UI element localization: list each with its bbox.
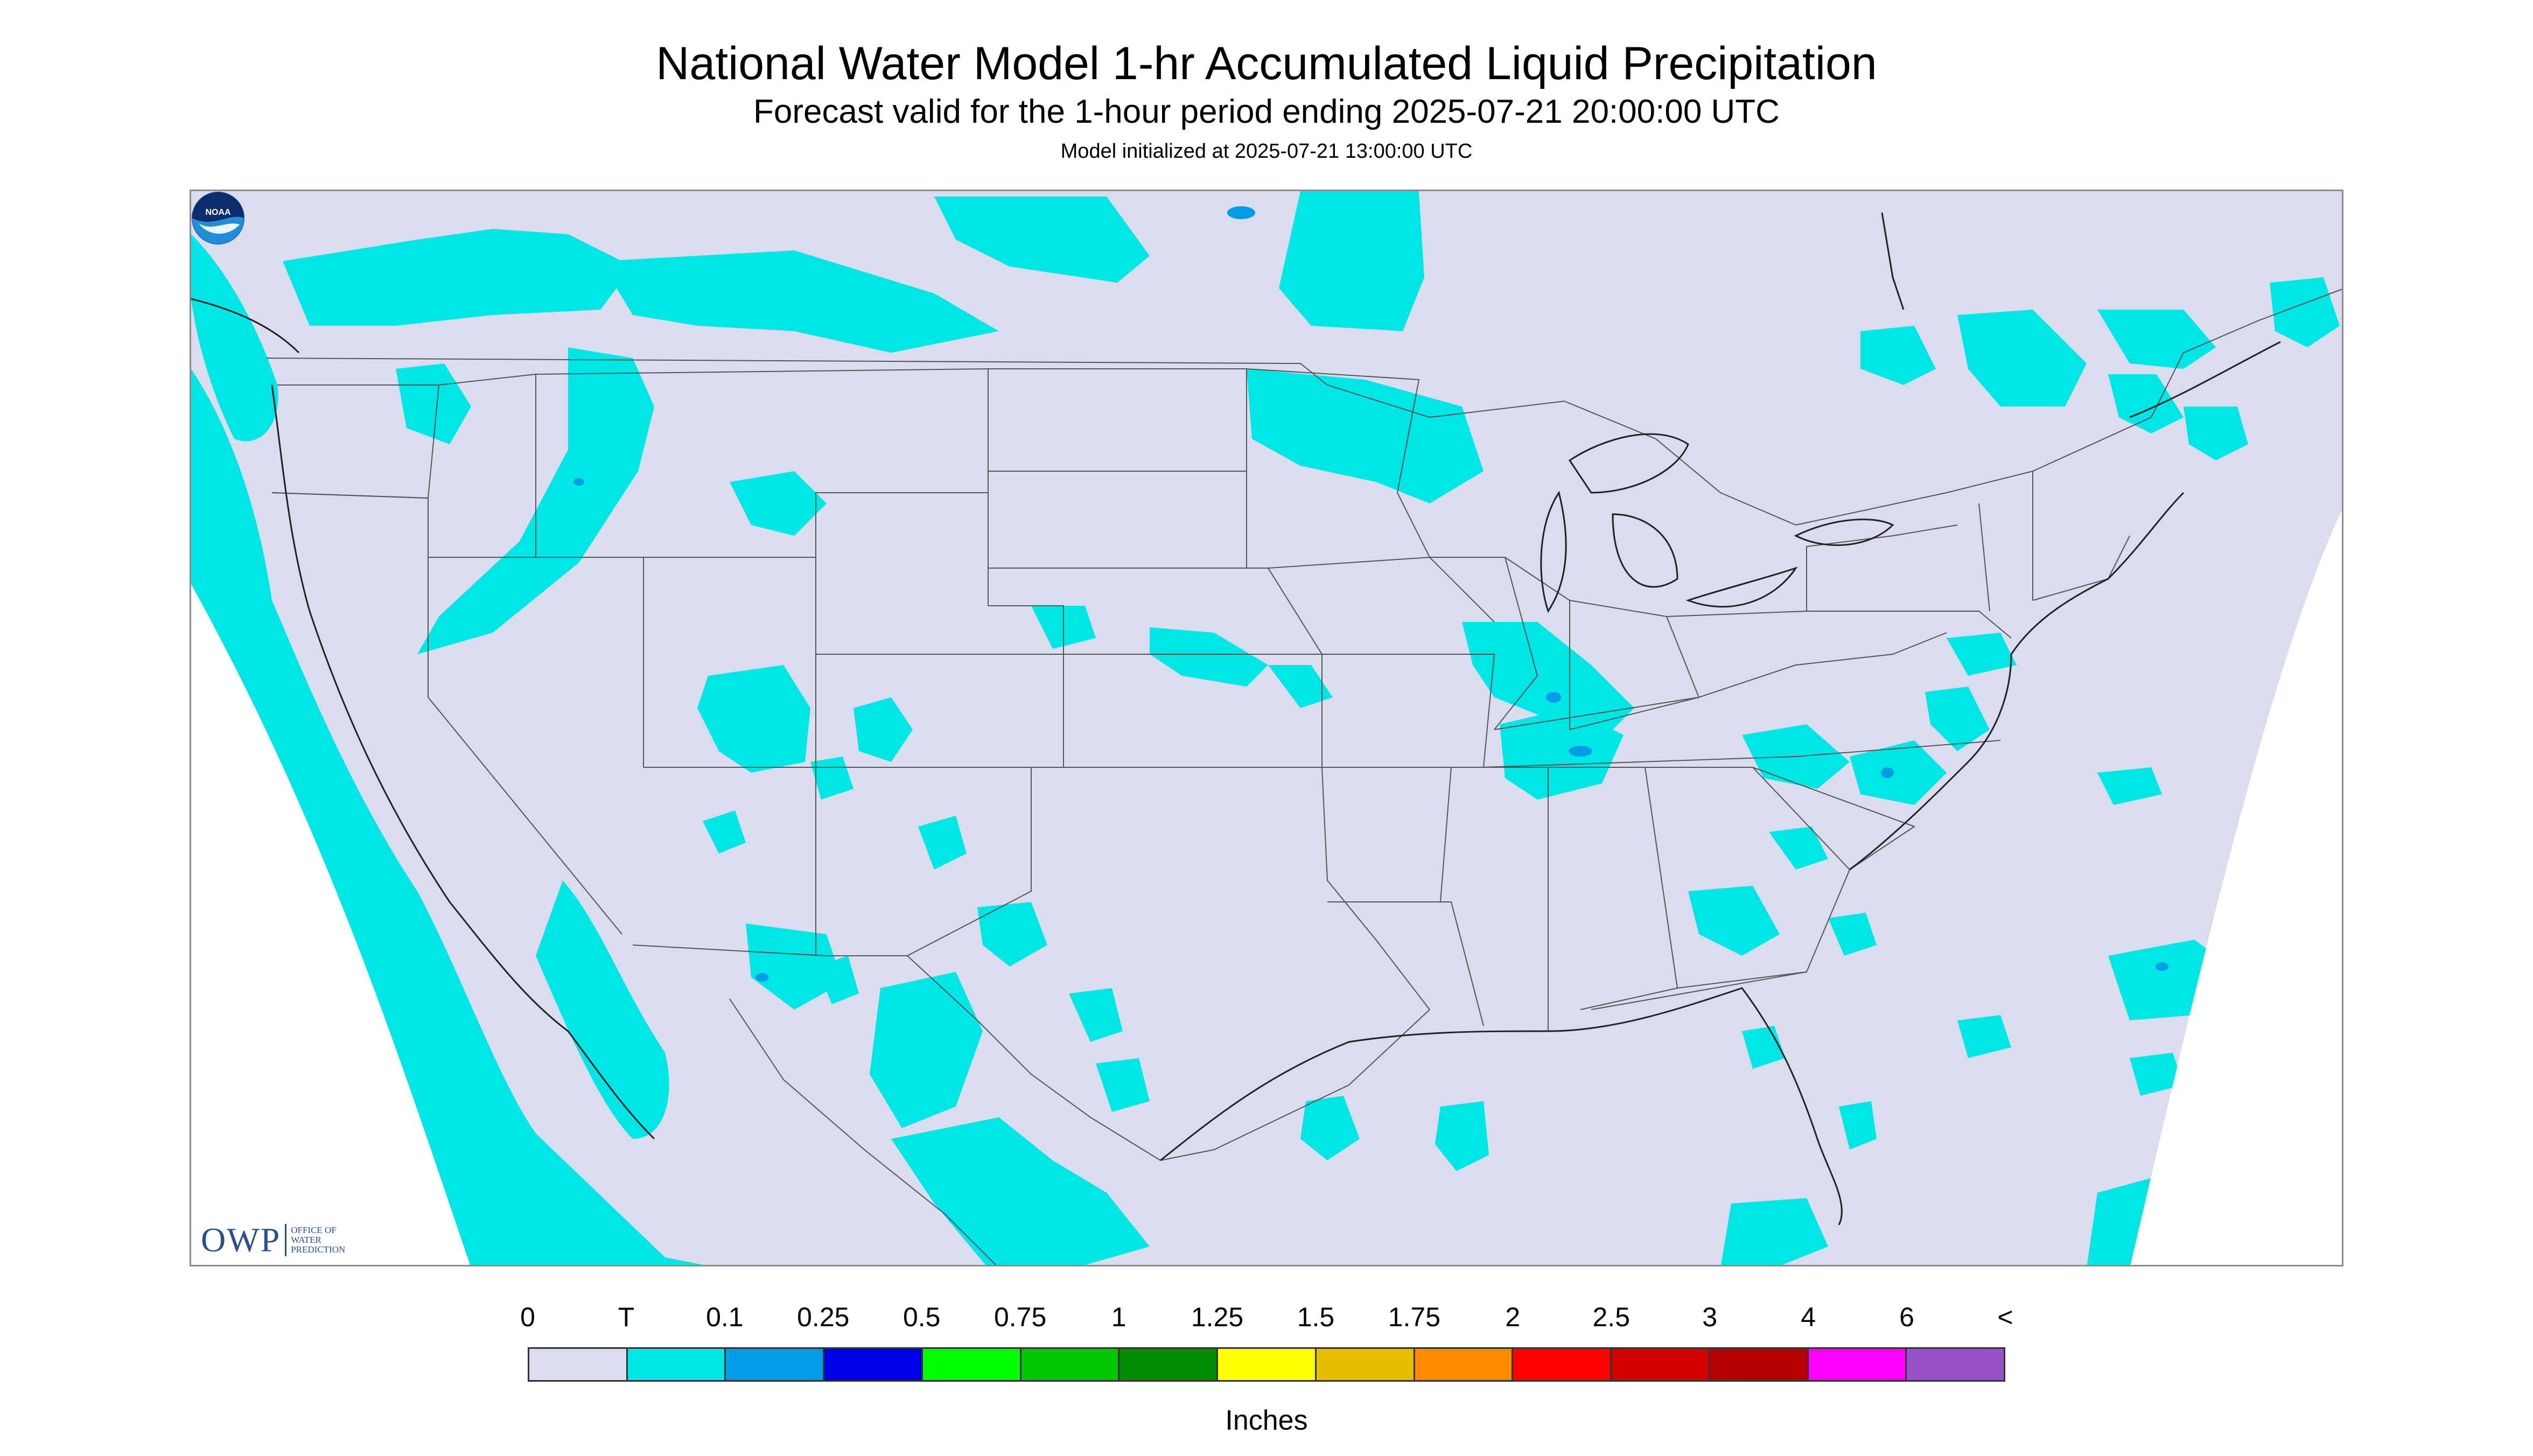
legend-tick-label: 6 <box>1899 1302 1914 1332</box>
owp-logo: OWP Office of Water Prediction <box>201 1223 366 1257</box>
precip-legend: 0 T 0.1 0.25 0.5 0.75 1 1.25 1.5 1.75 2 2.5 3 4 6 < Inc… <box>520 1301 2013 1456</box>
legend-tick-label: 4 <box>1801 1302 1816 1332</box>
legend-tick-label: < <box>1997 1302 2013 1332</box>
legend-swatch <box>824 1349 923 1380</box>
legend-tick-label: 2 <box>1505 1302 1521 1332</box>
legend-swatch <box>1513 1349 1612 1380</box>
legend-tick-label: 1.5 <box>1297 1302 1335 1332</box>
precip-light-blue-areas <box>573 206 2168 982</box>
noaa-logo-icon: NOAA <box>192 192 244 244</box>
owp-logo-text: Office of Water Prediction <box>291 1225 346 1255</box>
legend-tick-label: 1 <box>1111 1302 1126 1332</box>
noaa-logo-text: NOAA <box>205 208 231 217</box>
legend-swatch <box>529 1349 628 1380</box>
coastlines-great-lakes <box>191 212 2281 1226</box>
precip-trace-areas <box>191 191 2340 1265</box>
map-title: National Water Model 1-hr Accumulated Li… <box>656 38 1877 89</box>
owp-logo-separator <box>285 1224 287 1256</box>
legend-swatch <box>1808 1349 1907 1380</box>
legend-tick-label: 2.5 <box>1592 1302 1631 1332</box>
legend-tick-label: T <box>618 1302 635 1332</box>
legend-tick-label: 0.25 <box>797 1302 850 1332</box>
map-canvas <box>191 191 2342 1265</box>
precipitation-map: OWP Office of Water Prediction NOAA <box>190 190 2343 1266</box>
legend-tick-label: 0.5 <box>902 1302 941 1332</box>
legend-tick-label: 1.75 <box>1388 1302 1441 1332</box>
legend-swatch <box>922 1349 1021 1380</box>
map-subtitle: Forecast valid for the 1-hour period end… <box>753 93 1780 130</box>
legend-tick-label: 1.25 <box>1191 1302 1244 1332</box>
legend-colorbar <box>528 1347 2005 1382</box>
legend-tick-label: 0.1 <box>706 1302 744 1332</box>
legend-swatch <box>1612 1349 1710 1380</box>
legend-swatch <box>1907 1349 2004 1380</box>
legend-tick-label: 0.75 <box>993 1302 1047 1332</box>
legend-swatch <box>1415 1349 1514 1380</box>
legend-swatch <box>1119 1349 1219 1380</box>
legend-swatch <box>627 1349 726 1380</box>
model-init-time: Model initialized at 2025-07-21 13:00:00… <box>1060 140 1473 163</box>
legend-swatch <box>1316 1349 1415 1380</box>
model-domain <box>191 191 2342 1265</box>
legend-swatch <box>1021 1349 1120 1380</box>
legend-swatch <box>1710 1349 1809 1380</box>
legend-tick-label: 3 <box>1702 1302 1718 1332</box>
legend-units: Inches <box>1225 1405 1308 1436</box>
owp-logo-mark: OWP <box>201 1221 281 1259</box>
legend-swatch <box>726 1349 825 1380</box>
state-country-boundaries <box>266 288 2342 1265</box>
legend-tick-label: 0 <box>520 1302 535 1332</box>
legend-swatch <box>1218 1349 1317 1380</box>
